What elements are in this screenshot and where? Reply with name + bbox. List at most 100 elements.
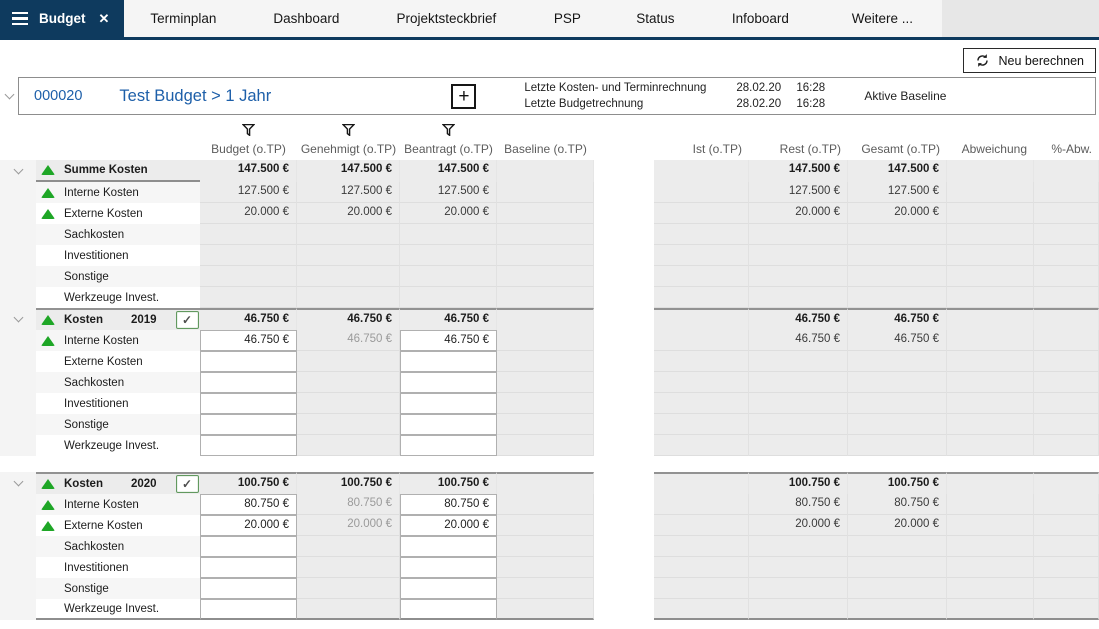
project-collapse-chevron[interactable] bbox=[0, 89, 18, 100]
column-header-label: Rest (o.TP) bbox=[779, 142, 841, 156]
add-button[interactable]: + bbox=[451, 83, 477, 109]
cell-pabw bbox=[1034, 351, 1099, 372]
cell-beantragt[interactable] bbox=[400, 372, 497, 393]
tab-psp[interactable]: PSP bbox=[522, 0, 612, 37]
status-up-icon bbox=[41, 335, 55, 346]
cell-ist bbox=[654, 245, 749, 266]
row-label: Investitionen bbox=[64, 249, 129, 262]
cell-beantragt bbox=[400, 266, 497, 287]
cell-budget[interactable] bbox=[200, 599, 297, 620]
cell-gesamt: 20.000 € bbox=[848, 515, 947, 536]
cell-beantragt[interactable] bbox=[400, 351, 497, 372]
row-label-cell: Werkzeuge Invest. bbox=[36, 435, 200, 456]
project-header: 000020 Test Budget > 1 Jahr + Letzte Kos… bbox=[0, 76, 1099, 116]
tab-projektsteckbrief[interactable]: Projektsteckbrief bbox=[370, 0, 522, 37]
row-label: Interne Kosten bbox=[64, 334, 139, 347]
cell-pabw bbox=[1034, 393, 1099, 414]
tab-bar: Budget ✕ Terminplan Dashboard Projektste… bbox=[0, 0, 1099, 40]
cell-baseline bbox=[497, 330, 594, 351]
hamburger-menu-icon[interactable] bbox=[12, 11, 28, 26]
row-gutter bbox=[0, 472, 36, 494]
cell-budget[interactable] bbox=[200, 435, 297, 456]
cell-budget[interactable] bbox=[200, 351, 297, 372]
cell-budget[interactable] bbox=[200, 578, 297, 599]
cell-beantragt[interactable]: 20.000 € bbox=[400, 515, 497, 536]
cell-pabw bbox=[1034, 472, 1099, 494]
status-up-icon bbox=[41, 520, 55, 531]
table-row: Sachkosten bbox=[0, 536, 1099, 557]
tab-terminplan[interactable]: Terminplan bbox=[124, 0, 242, 37]
filter-icon[interactable] bbox=[341, 123, 356, 139]
cell-budget[interactable]: 46.750 € bbox=[200, 330, 297, 351]
cell-budget: 46.750 € bbox=[200, 308, 297, 330]
status-up-icon bbox=[41, 315, 55, 325]
cell-beantragt[interactable] bbox=[400, 599, 497, 620]
tab-budget-active[interactable]: Budget ✕ bbox=[0, 0, 125, 37]
cell-budget[interactable] bbox=[200, 372, 297, 393]
row-gutter bbox=[0, 599, 36, 620]
cell-beantragt[interactable]: 80.750 € bbox=[400, 494, 497, 515]
cell-budget[interactable] bbox=[200, 536, 297, 557]
cell-budget bbox=[200, 287, 297, 308]
cell-beantragt[interactable] bbox=[400, 536, 497, 557]
cell-budget[interactable] bbox=[200, 414, 297, 435]
filter-icon[interactable] bbox=[441, 123, 456, 139]
tab-status[interactable]: Status bbox=[612, 0, 698, 37]
cell-ist bbox=[654, 266, 749, 287]
cell-rest: 127.500 € bbox=[749, 182, 848, 203]
cell-beantragt[interactable] bbox=[400, 578, 497, 599]
recalculate-label: Neu berechnen bbox=[998, 53, 1084, 68]
recalculate-button[interactable]: Neu berechnen bbox=[962, 48, 1096, 73]
cell-ist bbox=[654, 182, 749, 203]
status-up-icon bbox=[41, 420, 55, 430]
cell-beantragt[interactable] bbox=[400, 414, 497, 435]
cell-beantragt[interactable] bbox=[400, 393, 497, 414]
cell-gesamt: 127.500 € bbox=[848, 182, 947, 203]
cell-rest bbox=[749, 224, 848, 245]
cell-genehmigt bbox=[297, 536, 400, 557]
cell-genehmigt bbox=[297, 578, 400, 599]
tab-infoboard[interactable]: Infoboard bbox=[698, 0, 822, 37]
cell-baseline bbox=[497, 515, 594, 536]
project-info: Letzte Kosten- und Terminrechnung 28.02.… bbox=[524, 80, 838, 112]
cell-budget[interactable]: 20.000 € bbox=[200, 515, 297, 536]
cell-gesamt bbox=[848, 578, 947, 599]
cell-budget[interactable] bbox=[200, 393, 297, 414]
filter-icon[interactable] bbox=[241, 123, 256, 139]
cell-genehmigt: 46.750 € bbox=[297, 330, 400, 351]
cell-baseline bbox=[497, 536, 594, 557]
cell-beantragt[interactable] bbox=[400, 435, 497, 456]
column-gap bbox=[594, 435, 654, 456]
row-label: Externe Kosten bbox=[64, 207, 143, 220]
chevron-down-icon[interactable] bbox=[13, 164, 23, 175]
cell-beantragt[interactable]: 46.750 € bbox=[400, 330, 497, 351]
row-label: Werkzeuge Invest. bbox=[64, 291, 160, 304]
cell-budget[interactable]: 80.750 € bbox=[200, 494, 297, 515]
close-icon[interactable]: ✕ bbox=[98, 10, 110, 26]
cell-budget[interactable] bbox=[200, 557, 297, 578]
table-row: Investitionen bbox=[0, 393, 1099, 414]
chevron-down-icon[interactable] bbox=[13, 476, 23, 487]
column-header-rest: Rest (o.TP) bbox=[749, 142, 848, 160]
row-label-cell: Werkzeuge Invest. bbox=[36, 287, 200, 308]
column-header-label: Gesamt (o.TP) bbox=[861, 142, 940, 156]
tab-weitere[interactable]: Weitere ... bbox=[822, 0, 942, 37]
table-row: Interne Kosten 46.750 €46.750 €46.750 €46… bbox=[0, 330, 1099, 351]
column-header-genehmigt: Genehmigt (o.TP) bbox=[297, 123, 400, 160]
cell-beantragt[interactable] bbox=[400, 557, 497, 578]
tab-dashboard[interactable]: Dashboard bbox=[242, 0, 370, 37]
year-enabled-checkbox[interactable]: ✓ bbox=[175, 311, 199, 329]
row-label: Sachkosten bbox=[64, 376, 125, 389]
group-label: Kosten bbox=[64, 314, 103, 326]
cell-genehmigt bbox=[297, 287, 400, 308]
row-label-cell: Sonstige bbox=[36, 414, 200, 435]
table-row: Werkzeuge Invest. bbox=[0, 599, 1099, 620]
row-gutter bbox=[0, 393, 36, 414]
year-enabled-checkbox[interactable]: ✓ bbox=[175, 475, 199, 493]
cell-abweichung bbox=[947, 515, 1034, 536]
row-gutter bbox=[0, 266, 36, 287]
cell-baseline bbox=[497, 414, 594, 435]
project-id: 000020 bbox=[34, 88, 83, 104]
group-gap bbox=[0, 456, 1099, 472]
chevron-down-icon[interactable] bbox=[13, 312, 23, 323]
